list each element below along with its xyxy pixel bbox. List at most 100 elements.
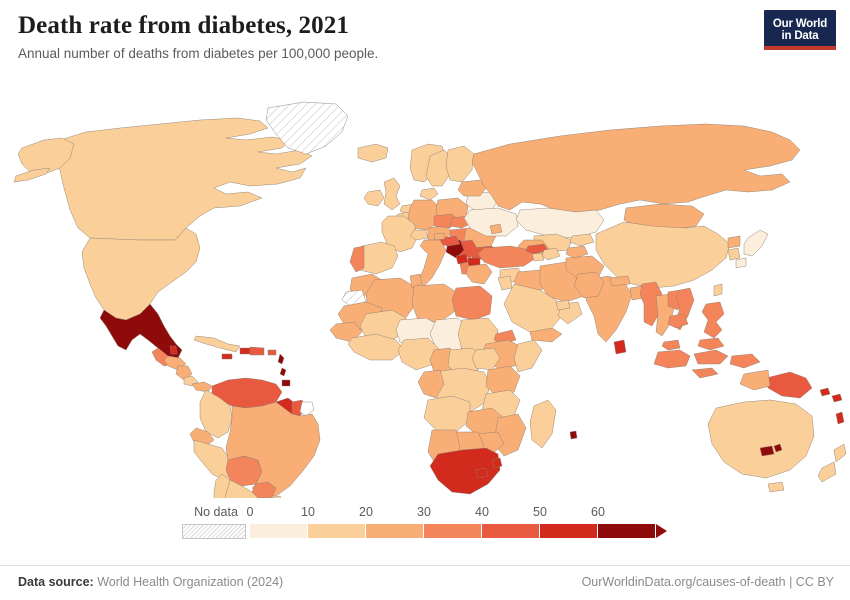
country-denmark[interactable]	[419, 187, 439, 201]
country-fiji[interactable]	[759, 445, 775, 457]
country-lesotho[interactable]	[475, 467, 489, 479]
owid-logo[interactable]: Our World in Data	[764, 10, 836, 50]
country-myanmar[interactable]	[639, 281, 663, 327]
legend-no-data-swatch[interactable]	[182, 524, 246, 539]
country-japan[interactable]	[735, 229, 769, 269]
world-map[interactable]	[0, 88, 850, 498]
country-italy[interactable]	[417, 239, 447, 287]
country-south-africa[interactable]	[429, 447, 501, 495]
country-colombia[interactable]	[199, 389, 233, 439]
country-greece[interactable]	[465, 263, 493, 285]
country-canada[interactable]	[57, 117, 313, 241]
country-peru[interactable]	[193, 439, 233, 481]
legend-bin-6[interactable]	[598, 524, 656, 538]
country-indonesia[interactable]	[653, 349, 761, 379]
country-west-africa-coast[interactable]	[347, 333, 405, 361]
country-cuba[interactable]	[193, 335, 241, 353]
country-uruguay[interactable]	[266, 495, 284, 498]
country-ireland[interactable]	[363, 189, 385, 207]
country-russia[interactable]	[471, 123, 801, 213]
country-ukraine[interactable]	[463, 207, 519, 237]
country-malaysia[interactable]	[661, 337, 725, 351]
country-west-papua[interactable]	[739, 369, 771, 391]
country-turkey[interactable]	[477, 245, 537, 269]
country-alaska[interactable]	[17, 137, 75, 175]
country-mauritius[interactable]	[569, 430, 578, 440]
country-switzerland[interactable]	[409, 229, 429, 241]
legend-bin-1[interactable]	[308, 524, 366, 538]
country-tunisia[interactable]	[409, 273, 423, 289]
country-aleutians[interactable]	[13, 167, 51, 183]
legend-bin-row[interactable]	[250, 524, 667, 538]
country-chile[interactable]	[213, 473, 232, 498]
country-uae[interactable]	[555, 299, 571, 311]
country-china[interactable]	[595, 221, 731, 289]
country-puerto-rico[interactable]	[267, 349, 277, 356]
country-belize[interactable]	[169, 345, 178, 355]
country-vanuatu[interactable]	[835, 411, 845, 425]
country-philippines[interactable]	[701, 301, 725, 339]
country-moldova[interactable]	[489, 223, 503, 235]
country-jamaica[interactable]	[221, 353, 233, 360]
country-armenia[interactable]	[531, 252, 545, 262]
country-portugal[interactable]	[349, 245, 365, 273]
country-israel-jordan[interactable]	[497, 275, 513, 291]
country-france[interactable]	[381, 215, 419, 253]
country-angola[interactable]	[423, 395, 471, 433]
country-sri-lanka[interactable]	[613, 339, 627, 355]
country-pacific-islands[interactable]	[773, 443, 783, 453]
country-georgia[interactable]	[525, 243, 549, 255]
country-nigeria[interactable]	[397, 337, 439, 371]
legend-tick-40: 40	[475, 505, 489, 519]
country-tasmania[interactable]	[767, 481, 785, 493]
country-kazakhstan[interactable]	[515, 207, 605, 239]
country-argentina[interactable]	[223, 479, 268, 498]
country-slovenia[interactable]	[433, 232, 446, 241]
legend-bin-2[interactable]	[366, 524, 424, 538]
legend-bin-3[interactable]	[424, 524, 482, 538]
country-north-korea[interactable]	[727, 235, 741, 249]
country-new-zealand[interactable]	[817, 443, 847, 483]
country-somalia[interactable]	[513, 339, 543, 373]
country-kyrgyzstan[interactable]	[569, 233, 595, 247]
country-madagascar[interactable]	[529, 399, 557, 449]
country-greenland[interactable]	[265, 101, 349, 155]
country-panama[interactable]	[191, 381, 213, 393]
country-finland[interactable]	[445, 145, 475, 183]
country-south-korea[interactable]	[727, 247, 741, 261]
legend-no-data[interactable]: No data	[182, 505, 250, 539]
legend-bin-0[interactable]	[250, 524, 308, 538]
country-sweden[interactable]	[425, 149, 453, 187]
country-australia[interactable]	[707, 399, 815, 479]
country-pakistan[interactable]	[573, 271, 605, 299]
country-libya[interactable]	[411, 283, 457, 323]
country-azerbaijan[interactable]	[541, 247, 561, 261]
legend-bin-4[interactable]	[482, 524, 540, 538]
country-gabon-congo[interactable]	[417, 369, 445, 399]
country-cambodia[interactable]	[667, 313, 689, 329]
country-lesser-antilles[interactable]	[277, 353, 287, 377]
country-eswatini[interactable]	[491, 457, 503, 469]
country-egypt[interactable]	[451, 285, 493, 321]
footer-attribution[interactable]: OurWorldinData.org/causes-of-death | CC …	[581, 575, 834, 589]
country-brazil[interactable]	[225, 401, 321, 497]
country-yemen[interactable]	[529, 327, 563, 343]
country-dominican-republic[interactable]	[249, 346, 265, 356]
country-iceland[interactable]	[357, 143, 389, 163]
country-mali[interactable]	[359, 309, 407, 343]
country-taiwan[interactable]	[713, 283, 723, 297]
country-tajikistan[interactable]	[565, 245, 589, 259]
country-solomon-islands[interactable]	[819, 387, 843, 403]
country-baltics[interactable]	[457, 179, 487, 197]
country-papua-new-guinea[interactable]	[765, 371, 813, 399]
country-trinidad[interactable]	[281, 379, 291, 387]
country-french-guiana[interactable]	[299, 401, 315, 417]
country-haiti[interactable]	[239, 347, 251, 355]
country-united-kingdom[interactable]	[383, 177, 401, 211]
country-united-states[interactable]	[81, 227, 201, 321]
country-nepal[interactable]	[609, 275, 631, 287]
legend-bin-5[interactable]	[540, 524, 598, 538]
map-legend[interactable]: No data 0 10 20 30 40 50 60	[0, 505, 850, 555]
country-uganda-kenya[interactable]	[485, 365, 521, 397]
